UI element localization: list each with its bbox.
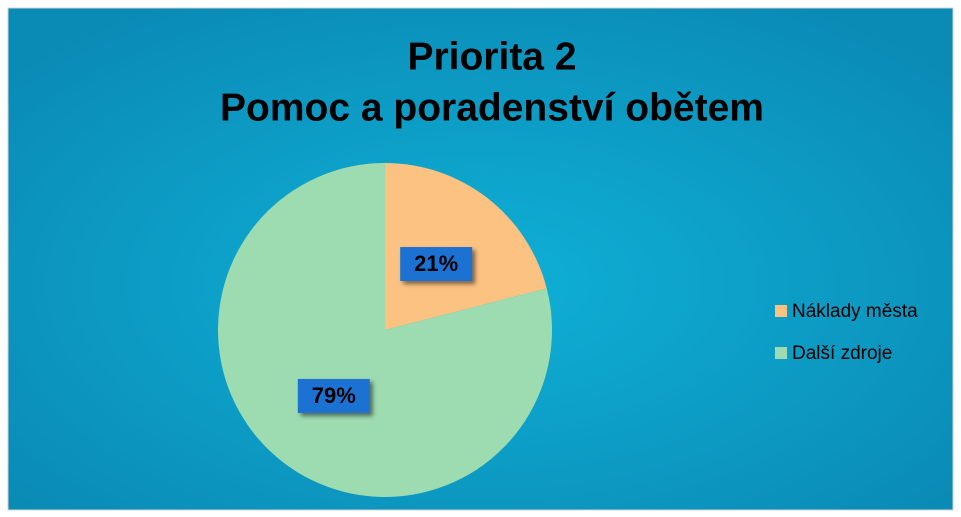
value-label-box [297,378,370,413]
pie-slice [385,163,547,330]
legend-swatch [775,347,787,359]
chart-title: Pomoc a poradenství obětem [220,86,764,129]
legend-label: Další zdroje [792,343,892,364]
value-label: 21% [414,251,458,276]
chart-title: Priorita 2 [407,35,576,78]
legend-label: Náklady města [792,301,918,322]
value-label-box [400,247,473,282]
pie-slice [218,163,553,498]
value-label: 79% [312,383,356,408]
legend-swatch [775,305,787,317]
